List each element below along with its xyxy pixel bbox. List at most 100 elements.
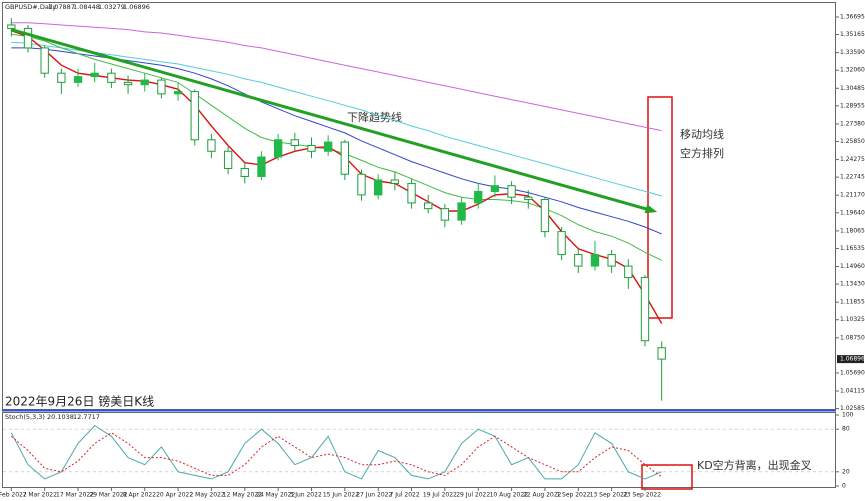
x-tick-label: 29 Jul 2022 (456, 492, 490, 499)
candle-body (540, 198, 550, 233)
candle-body (407, 182, 416, 204)
caption: 2022年9月26日 镑美日K线 (5, 394, 154, 409)
y-tick-label: 1.16535 (840, 245, 865, 252)
ma-annotation: 移动均线 (680, 127, 724, 141)
y-tick-label: 1.13430 (840, 281, 865, 288)
trendline-arrow (644, 204, 658, 214)
x-tick-label: 7 Mar 2022 (23, 492, 57, 499)
y-tick-label: 1.02585 (840, 405, 865, 412)
candle-body (57, 72, 66, 83)
candle-body (474, 190, 483, 204)
candle-body (607, 254, 616, 267)
trend-annotation: 下降趋势线 (347, 110, 402, 124)
x-tick-label: 1 Sep 2022 (556, 492, 590, 499)
candle-body (157, 79, 166, 95)
x-tick-label: 8 Apr 2022 (123, 492, 156, 499)
y-tick-label: 1.10325 (840, 316, 865, 323)
stoch-frame (2, 412, 836, 488)
y-tick-label: 1.36695 (840, 13, 865, 20)
x-tick-label: 24 May 2022 (256, 492, 295, 499)
y-tick-label: 1.30485 (840, 85, 865, 92)
candle-body (640, 277, 650, 342)
y-tick-label: 80 (842, 426, 850, 433)
x-tick-label: 23 Feb 2022 (0, 492, 27, 499)
y-tick-label: 1.27380 (840, 120, 865, 127)
y-tick-label: 20 (842, 468, 850, 475)
current-price-label: 1.06896 (840, 356, 865, 363)
y-tick-label: 1.25850 (840, 138, 865, 145)
candle-body (374, 179, 383, 196)
candle-body (90, 72, 99, 78)
x-tick-label: 22 Aug 2022 (523, 492, 562, 499)
candle-body (323, 141, 333, 152)
candle-body (524, 196, 533, 200)
stoch-k-value: 20.1038 (47, 413, 74, 421)
high-value: 1.08448 (73, 3, 100, 11)
candle-body (190, 91, 199, 141)
candle-body (290, 139, 299, 147)
candle-body (440, 208, 450, 221)
candle-body (424, 202, 433, 210)
current-price-box (837, 355, 864, 364)
trendline (10, 28, 654, 213)
y-tick-label: 1.24275 (840, 156, 865, 163)
stoch-name: Stoch(5,3,3) (5, 413, 45, 421)
y-tick-label: 1.33590 (840, 49, 865, 56)
y-tick-label: 1.08750 (840, 334, 865, 341)
candle-body (557, 231, 566, 256)
candle-body (23, 27, 33, 49)
y-tick-label: 1.11855 (840, 299, 865, 306)
candle-body (223, 150, 233, 169)
y-tick-label: 1.18065 (840, 227, 865, 234)
symbol: GBPUSD#,Daily (5, 3, 56, 11)
candle-body (657, 347, 666, 360)
open-value: 1.07887 (48, 3, 75, 11)
x-tick-label: 10 Aug 2022 (490, 492, 529, 499)
moving-average (11, 41, 662, 197)
ma-annotation: 空方排列 (680, 146, 724, 160)
x-tick-label: 29 Mar 2022 (89, 492, 127, 499)
candle-body (390, 179, 400, 184)
low-value: 1.03279 (98, 3, 125, 11)
moving-average (11, 30, 663, 324)
candle-body (140, 79, 149, 86)
candle-body (357, 173, 366, 196)
x-tick-label: 27 Jun 2022 (356, 492, 392, 499)
candle-body (7, 24, 16, 29)
candle-body (574, 254, 583, 267)
candle-body (507, 185, 516, 198)
candle-body (624, 265, 633, 279)
stoch-k (10, 424, 662, 480)
candle-body (173, 91, 183, 95)
x-tick-label: 15 Jun 2022 (323, 492, 359, 499)
y-tick-label: 1.28955 (840, 102, 865, 109)
candle-body (40, 47, 49, 74)
x-tick-label: 23 Sep 2022 (623, 492, 661, 499)
x-tick-label: 13 Sep 2022 (590, 492, 628, 499)
candle-body (340, 141, 350, 175)
x-tick-label: 17 Mar 2022 (56, 492, 94, 499)
candle-body (457, 202, 466, 221)
y-tick-label: 1.35165 (840, 31, 865, 38)
y-tick-label: 1.05690 (840, 369, 865, 376)
candle-body (240, 167, 249, 178)
x-tick-label: 3 Jun 2022 (289, 492, 321, 499)
y-tick-label: 1.21170 (840, 192, 865, 199)
highlight-box (641, 464, 693, 490)
x-tick-label: 20 Apr 2022 (156, 492, 193, 499)
kd-annotation: KD空方背离，出现金叉 (697, 458, 812, 472)
x-tick-label: 19 Jul 2022 (423, 492, 457, 499)
stoch-d (10, 432, 662, 478)
x-tick-label: 2 May 2022 (189, 492, 224, 499)
candle-body (107, 72, 116, 83)
close-value: 1.06896 (123, 3, 150, 11)
candle-body (590, 254, 600, 267)
stoch-d-value: 12.7717 (73, 413, 100, 421)
y-tick-label: 1.14960 (840, 263, 865, 270)
y-tick-label: 1.04115 (840, 388, 865, 395)
candle-body (307, 145, 316, 152)
y-tick-label: 1.32060 (840, 67, 865, 74)
moving-average (11, 22, 662, 132)
